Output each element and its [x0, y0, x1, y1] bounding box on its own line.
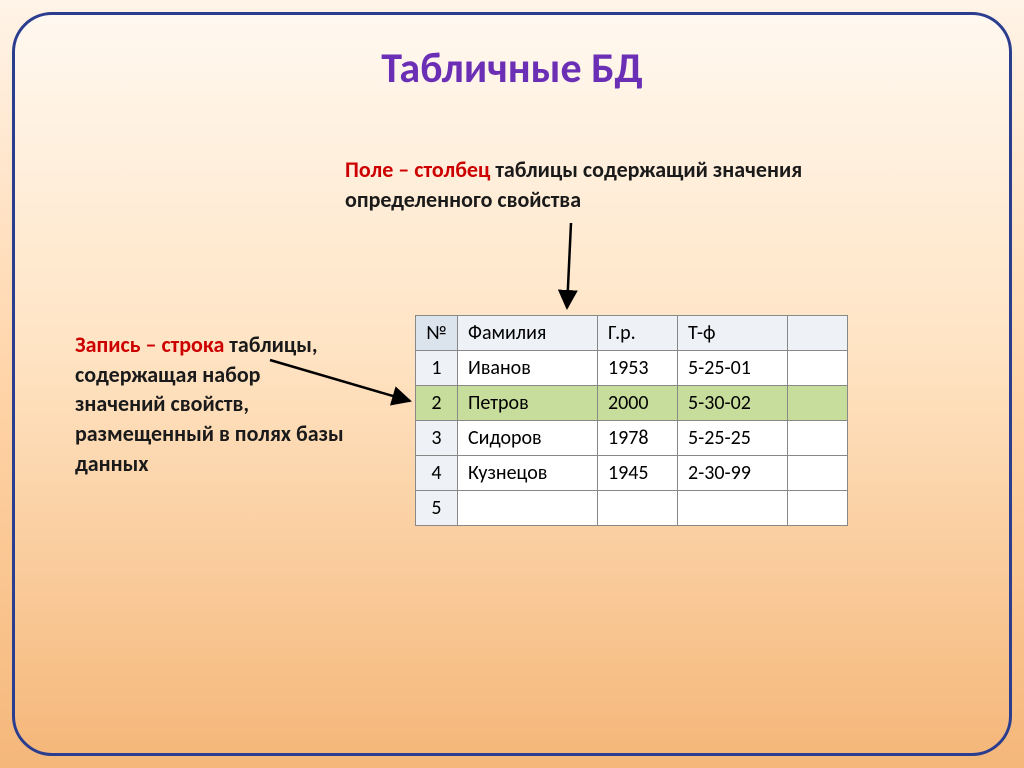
table-row-highlight: 2 Петров 2000 5-30-02 [416, 386, 848, 421]
col-head-tel: Т-ф [678, 316, 788, 351]
db-table-wrap: № Фамилия Г.р. Т-ф 1 Иванов 1953 5-25-01… [415, 315, 848, 526]
col-head-empty [788, 316, 848, 351]
db-table: № Фамилия Г.р. Т-ф 1 Иванов 1953 5-25-01… [415, 315, 848, 526]
record-def-term: Запись – строка [75, 331, 224, 358]
field-definition: Поле – столбец таблицы содержащий значен… [345, 155, 905, 214]
field-def-term: Поле – столбец [345, 156, 490, 183]
record-definition: Запись – строка таблицы, содержащая набо… [75, 330, 355, 478]
col-head-num: № [416, 316, 458, 351]
slide-frame: Табличные БД Поле – столбец таблицы соде… [12, 12, 1012, 756]
field-arrow [567, 223, 571, 308]
table-row: 1 Иванов 1953 5-25-01 [416, 351, 848, 386]
col-head-year: Г.р. [598, 316, 678, 351]
table-row: 3 Сидоров 1978 5-25-25 [416, 421, 848, 456]
table-row: 4 Кузнецов 1945 2-30-99 [416, 456, 848, 491]
page-title: Табличные БД [15, 43, 1009, 94]
col-head-fam: Фамилия [458, 316, 598, 351]
table-row: 5 [416, 491, 848, 526]
table-header-row: № Фамилия Г.р. Т-ф [416, 316, 848, 351]
